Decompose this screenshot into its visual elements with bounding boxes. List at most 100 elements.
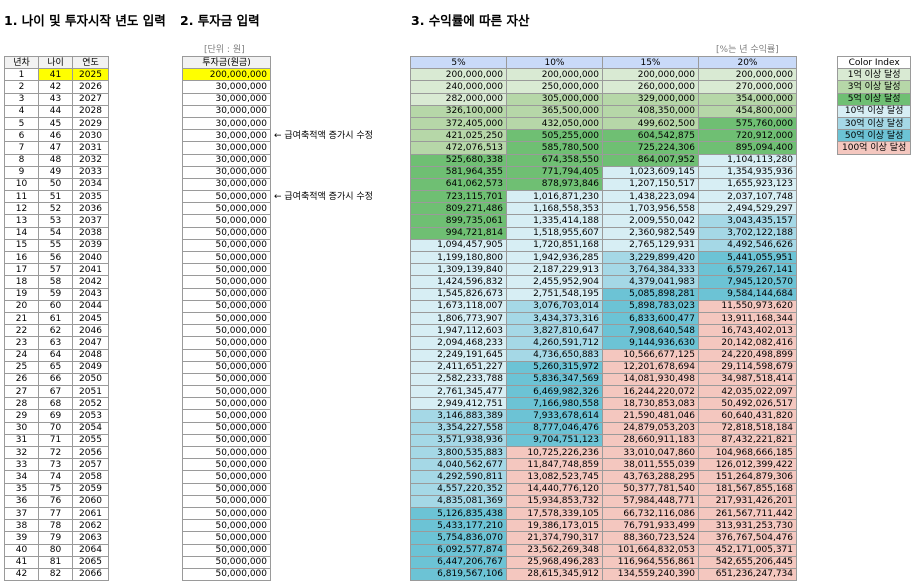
asset-cell: 7,166,980,558: [506, 397, 603, 411]
table-row: 2,411,651,227 5,260,315,972 12,201,678,694…: [410, 360, 797, 374]
age-cell: 42: [38, 80, 73, 94]
table-row: 50,000,000: [182, 519, 271, 533]
investment-cell[interactable]: 50,000,000: [182, 494, 271, 508]
asset-cell: 1,094,457,905: [410, 238, 507, 253]
section2-title: 2. 투자금 입력: [180, 13, 260, 28]
asset-cell: 8,777,046,476: [506, 421, 603, 435]
year-cell: 2066: [72, 567, 109, 581]
investment-cell[interactable]: 30,000,000: [182, 153, 271, 167]
investment-cell[interactable]: 50,000,000: [182, 336, 271, 350]
investment-cell[interactable]: 30,000,000: [182, 104, 271, 118]
asset-cell: 878,973,846: [506, 177, 603, 192]
investment-cell[interactable]: 50,000,000: [182, 263, 271, 277]
investment-cell[interactable]: 50,000,000: [182, 190, 271, 204]
investment-cell[interactable]: 50,000,000: [182, 214, 271, 228]
table-row: 641,062,573 878,973,846 1,207,150,517 1,655…: [410, 177, 797, 192]
age-cell: 53: [38, 214, 73, 228]
investment-cell[interactable]: 50,000,000: [182, 275, 271, 289]
year-count-cell: 38: [4, 519, 39, 533]
year-count-cell: 22: [4, 324, 39, 338]
investment-cell[interactable]: 50,000,000: [182, 360, 271, 374]
year-cell[interactable]: 2025: [72, 68, 109, 82]
legend-item: 100억 이상 달성: [836, 141, 912, 155]
investment-cell[interactable]: 30,000,000: [182, 116, 271, 131]
asset-cell: 14,440,776,120: [506, 482, 603, 496]
investment-cell[interactable]: 50,000,000: [182, 567, 271, 581]
investment-cell[interactable]: 50,000,000: [182, 421, 271, 435]
table-row: 4 44 2028: [4, 104, 109, 118]
table-row: 27 67 2051: [4, 385, 109, 399]
table-row: 4,040,562,677 11,847,748,859 38,011,555,03…: [410, 458, 797, 472]
investment-cell[interactable]: 30,000,000: [182, 129, 271, 143]
investment-cell[interactable]: 50,000,000: [182, 324, 271, 338]
asset-cell: 771,794,405: [506, 165, 603, 179]
asset-cell: 376,767,504,476: [698, 531, 797, 545]
investment-cell[interactable]: 50,000,000: [182, 348, 271, 362]
investment-cell[interactable]: 50,000,000: [182, 482, 271, 496]
investment-cell[interactable]: 50,000,000: [182, 299, 271, 313]
table-row: 15 55 2039: [4, 238, 109, 253]
table-row: 1,199,180,800 1,942,936,285 3,229,899,420 5…: [410, 250, 797, 265]
investment-cell[interactable]: 50,000,000: [182, 385, 271, 399]
year-cell: 2046: [72, 324, 109, 338]
edit-note: ← 급여축적액 증가시 수정: [274, 192, 373, 203]
year-cell: 2054: [72, 421, 109, 435]
investment-cell[interactable]: 50,000,000: [182, 506, 271, 521]
table-row: 21 61 2045: [4, 311, 109, 326]
table-row: 50,000,000: [182, 409, 271, 423]
investment-cell[interactable]: 50,000,000: [182, 409, 271, 423]
asset-cell: 1,207,150,517: [602, 177, 699, 192]
asset-cell: 354,000,000: [698, 92, 797, 106]
table-row: 50,000,000: [182, 238, 271, 253]
year-count-cell: 41: [4, 555, 39, 569]
investment-cell[interactable]: 50,000,000: [182, 543, 271, 557]
table-row: 30,000,000: [182, 129, 271, 143]
investment-cell[interactable]: 50,000,000: [182, 202, 271, 216]
year-cell: 2026: [72, 80, 109, 94]
table-row: 30,000,000: [182, 141, 271, 155]
investment-cell[interactable]: 200,000,000: [182, 68, 271, 82]
investment-cell[interactable]: 50,000,000: [182, 555, 271, 569]
table-row: 30,000,000: [182, 116, 271, 131]
table-row: 2,582,233,788 5,836,347,569 14,081,930,498…: [410, 372, 797, 387]
investment-cell[interactable]: 50,000,000: [182, 445, 271, 460]
asset-cell: 452,171,005,371: [698, 543, 797, 557]
year-cell: 2032: [72, 153, 109, 167]
asset-cell: 4,260,591,712: [506, 336, 603, 350]
asset-cell: 1,438,223,094: [602, 190, 699, 204]
investment-cell[interactable]: 30,000,000: [182, 165, 271, 179]
investment-cell[interactable]: 50,000,000: [182, 238, 271, 253]
year-count-cell: 20: [4, 299, 39, 313]
table-row: 42 82 2066: [4, 567, 109, 581]
investment-cell[interactable]: 50,000,000: [182, 226, 271, 240]
asset-cell: 200,000,000: [698, 68, 797, 82]
investment-cell[interactable]: 30,000,000: [182, 141, 271, 155]
asset-cell: 3,827,810,647: [506, 324, 603, 338]
investment-cell[interactable]: 50,000,000: [182, 519, 271, 533]
investment-cell[interactable]: 30,000,000: [182, 80, 271, 94]
asset-cell: 42,035,022,097: [698, 385, 797, 399]
asset-cell: 24,879,053,203: [602, 421, 699, 435]
table-row: 36 76 2060: [4, 494, 109, 508]
investment-cell[interactable]: 50,000,000: [182, 458, 271, 472]
investment-cell[interactable]: 50,000,000: [182, 287, 271, 301]
asset-cell: 23,562,269,348: [506, 543, 603, 557]
investment-cell[interactable]: 50,000,000: [182, 397, 271, 411]
investment-cell[interactable]: 50,000,000: [182, 372, 271, 387]
asset-cell: 12,201,678,694: [602, 360, 699, 374]
investment-cell[interactable]: 30,000,000: [182, 177, 271, 192]
age-cell[interactable]: 41: [38, 68, 73, 82]
asset-cell: 18,730,853,083: [602, 397, 699, 411]
investment-cell[interactable]: 50,000,000: [182, 311, 271, 326]
investment-cell[interactable]: 50,000,000: [182, 433, 271, 448]
age-cell: 74: [38, 470, 73, 484]
investment-cell[interactable]: 50,000,000: [182, 531, 271, 545]
table-row: 6,447,206,767 25,968,496,283 116,964,556,8…: [410, 555, 797, 569]
investment-cell[interactable]: 50,000,000: [182, 470, 271, 484]
asset-cell: 1,335,414,188: [506, 214, 603, 228]
year-cell: 2031: [72, 141, 109, 155]
table-row: 50,000,000: [182, 275, 271, 289]
investment-cell[interactable]: 50,000,000: [182, 250, 271, 265]
asset-cell: 181,567,855,168: [698, 482, 797, 496]
investment-cell[interactable]: 30,000,000: [182, 92, 271, 106]
